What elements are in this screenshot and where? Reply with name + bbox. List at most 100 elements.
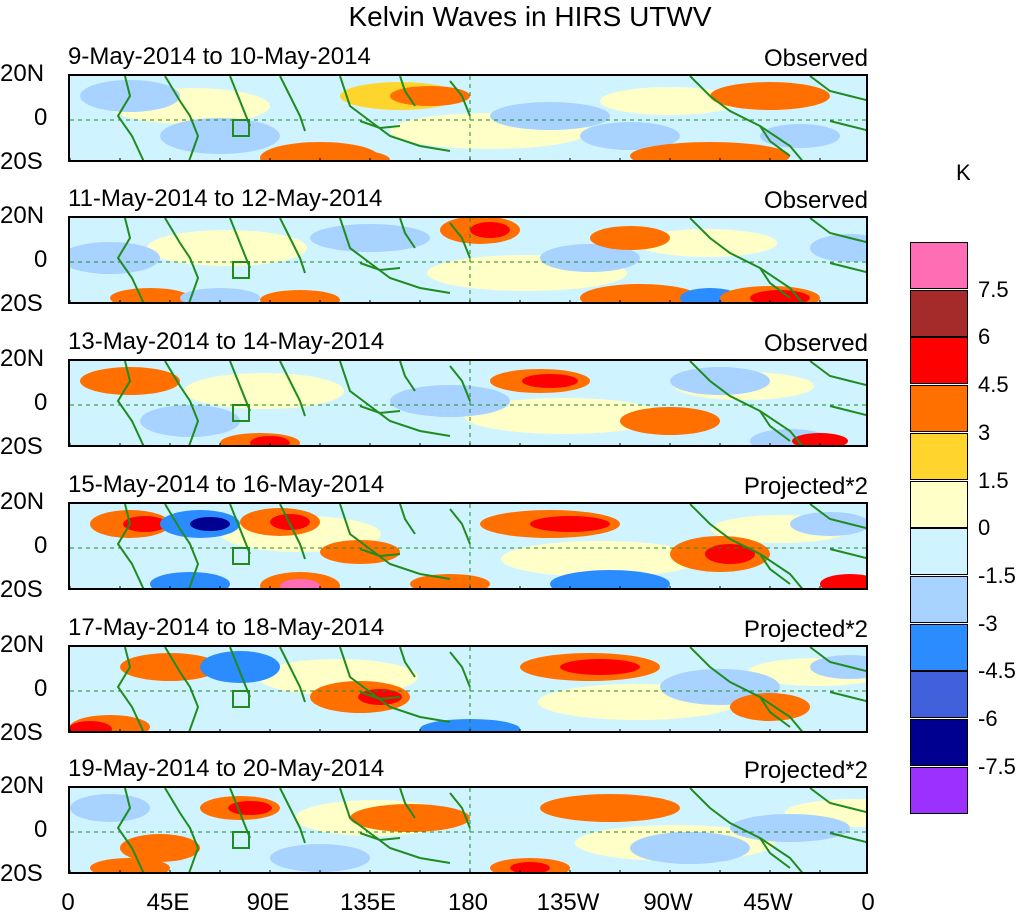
anomaly-blob [510,862,550,872]
colorbar-swatch [910,528,968,576]
anomaly-blob [110,288,190,302]
coastline [809,504,866,530]
anomaly-blob [250,436,290,445]
anomaly-blob [470,222,510,238]
colorbar-label: 3 [978,419,991,445]
coastline [689,647,803,731]
anomaly-blob [820,574,866,588]
anomaly-blob [270,844,370,872]
coastline [229,76,251,127]
colorbar-swatch [910,766,968,814]
coastline [164,504,200,588]
anomaly-field [70,647,866,731]
map-panel [68,502,868,590]
anomaly-blob [350,804,470,832]
anomaly-blob [260,290,340,302]
coastline [809,76,866,102]
coastline [399,361,416,392]
anomaly-blob [180,288,260,302]
panel-date-range: 11-May-2014 to 12-May-2014 [68,185,383,212]
map-panel [68,216,868,304]
panel-kind: Projected*2 [743,473,868,500]
anomaly-blob [120,653,220,681]
y-tick-label: 0 [34,246,48,273]
anomaly-blob [490,102,610,130]
colorbar-unit: K [956,160,971,185]
panel-date-range: 19-May-2014 to 20-May-2014 [68,755,385,782]
coastline [689,218,803,302]
anomaly-blob [120,834,200,862]
panel-date-range: 9-May-2014 to 10-May-2014 [68,43,371,70]
colorbar-label: -3 [978,610,998,636]
coastline [164,647,200,731]
coastline [229,647,251,698]
panel-date-range: 15-May-2014 to 16-May-2014 [68,471,385,498]
anomaly-blob [190,517,230,531]
y-tick-label: 0 [34,675,48,702]
coastline [279,504,306,560]
chart-title: Kelvin Waves in HIRS UTWV [348,1,712,32]
coastline [809,361,866,387]
y-tick-label: 20S [0,433,43,460]
y-tick-label: 20N [0,60,45,87]
x-tick-label: 45W [743,889,793,916]
anomaly-blob [70,721,112,731]
coastline [809,788,866,814]
anomaly-blob [390,385,510,417]
y-tick-label: 20N [0,772,45,799]
anomaly-blob [680,150,780,160]
panel-kind: Projected*2 [743,757,868,784]
coastline [164,361,200,445]
coastline [359,548,401,558]
x-tick-label: 90W [643,889,693,916]
x-tick-label: 0 [61,889,75,916]
anomaly-blob [522,374,578,388]
coastline [689,361,803,445]
anomaly-blob [590,226,670,250]
coastline [689,76,803,160]
anomaly-field [70,788,866,872]
coastline [399,76,416,107]
anomaly-blob [123,516,167,532]
coastline [164,788,200,872]
anomaly-blob [147,230,307,266]
anomaly-blob [580,122,680,150]
x-tick-label: 90E [246,889,290,916]
coastline [229,504,251,555]
coastline [359,120,401,130]
anomaly-blob [464,398,664,434]
coastline [229,218,251,269]
panel-date-range: 13-May-2014 to 14-May-2014 [68,328,385,355]
coastline [759,837,791,869]
colorbar-swatch [910,719,968,766]
anomaly-blob [140,405,240,437]
anomaly-blob [280,579,320,588]
anomaly-blob [228,801,272,815]
anomaly-field [70,361,866,445]
coastline [116,504,145,588]
coastline [809,647,866,673]
coastline [359,832,401,842]
colorbar-swatch [910,385,968,433]
anomaly-blob [540,244,640,272]
y-tick-label: 20N [0,631,45,658]
anomaly-blob [810,655,866,679]
anomaly-blob [705,544,755,564]
anomaly-blob [790,512,866,536]
coastline [829,548,866,560]
anomaly-blob [540,794,680,822]
y-tick-label: 20S [0,148,43,175]
x-tick-label: 180 [447,889,489,916]
coastline [759,553,791,585]
coastline [809,218,866,244]
coastline [689,504,803,588]
anomaly-blob [755,88,825,104]
anomaly-blob [792,433,848,445]
anomaly-blob [358,689,402,705]
x-tick-label: 135E [339,889,397,916]
y-tick-label: 20S [0,290,43,317]
coastline [116,76,145,160]
anomaly-blob [600,87,740,115]
x-tick-label: 135W [536,889,600,916]
panel-kind: Observed [763,330,868,357]
